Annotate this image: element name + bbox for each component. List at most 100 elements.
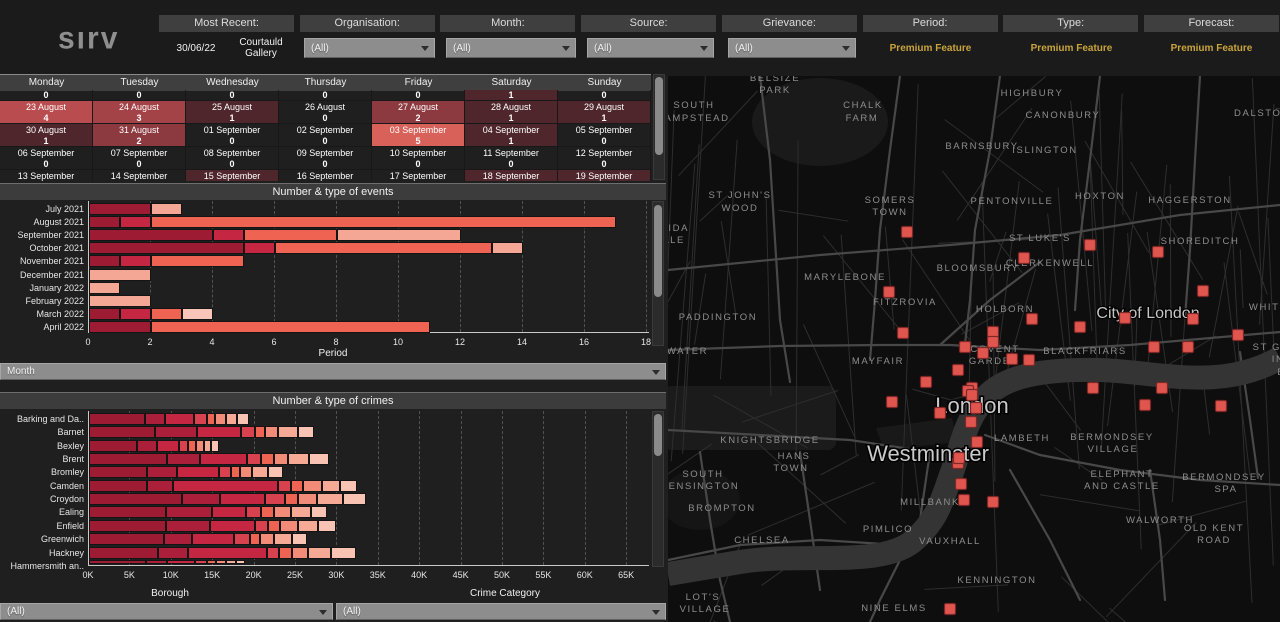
calendar-cell[interactable]: 07 September0 (93, 147, 186, 170)
bar-segment[interactable] (492, 242, 523, 254)
bar-december-2021[interactable] (89, 269, 151, 281)
bar-segment[interactable] (211, 440, 218, 452)
bar-segment[interactable] (268, 520, 280, 532)
bar-segment[interactable] (268, 466, 283, 478)
calendar-scrollbar-thumb[interactable] (655, 77, 663, 155)
bar-segment[interactable] (167, 453, 200, 465)
bar-segment[interactable] (240, 466, 252, 478)
bar-segment[interactable] (267, 547, 279, 559)
bar-segment[interactable] (89, 480, 147, 492)
bar-segment[interactable] (89, 269, 151, 281)
incident-marker[interactable] (1007, 354, 1018, 365)
bar-segment[interactable] (207, 560, 216, 564)
bar-segment[interactable] (89, 308, 120, 320)
bar-segment[interactable] (309, 453, 329, 465)
bar-segment[interactable] (165, 413, 194, 425)
bar-segment[interactable] (155, 426, 196, 438)
bar-segment[interactable] (261, 506, 273, 518)
incident-marker[interactable] (945, 604, 956, 615)
bar-segment[interactable] (308, 547, 330, 559)
bar-segment[interactable] (89, 255, 120, 267)
incident-marker[interactable] (988, 497, 999, 508)
bar-segment[interactable] (244, 242, 275, 254)
calendar-cell[interactable]: 20 August0 (372, 90, 465, 101)
calendar-cell[interactable]: 15 September1 (186, 170, 279, 181)
bar-segment[interactable] (250, 533, 261, 545)
bar-segment[interactable] (311, 506, 327, 518)
bar-segment[interactable] (167, 560, 195, 564)
bar-segment[interactable] (151, 308, 182, 320)
bar-segment[interactable] (89, 216, 120, 228)
calendar-cell[interactable]: 18 September1 (465, 170, 558, 181)
calendar-cell[interactable]: 09 September0 (279, 147, 372, 170)
bar-segment[interactable] (246, 506, 261, 518)
incident-marker[interactable] (1019, 253, 1030, 264)
bar-segment[interactable] (166, 506, 212, 518)
bar-segment[interactable] (120, 308, 151, 320)
incident-marker[interactable] (1085, 240, 1096, 251)
bar-july-2021[interactable] (89, 203, 182, 215)
bar-bexley[interactable] (89, 440, 219, 452)
calendar-cell[interactable]: 21 August1 (465, 90, 558, 101)
bar-segment[interactable] (182, 493, 220, 505)
incident-marker[interactable] (898, 328, 909, 339)
bar-segment[interactable] (226, 413, 237, 425)
incident-marker[interactable] (988, 327, 999, 338)
bar-segment[interactable] (89, 520, 166, 532)
bar-segment[interactable] (288, 453, 310, 465)
bar-segment[interactable] (337, 229, 461, 241)
incident-marker[interactable] (978, 348, 989, 359)
bar-segment[interactable] (260, 533, 273, 545)
bar-segment[interactable] (89, 533, 164, 545)
calendar-cell[interactable]: 17 September0 (372, 170, 465, 181)
calendar-cell[interactable]: 02 September0 (279, 124, 372, 147)
bar-segment[interactable] (279, 547, 291, 559)
incident-marker[interactable] (1024, 355, 1035, 366)
bar-segment[interactable] (244, 229, 337, 241)
bar-segment[interactable] (89, 506, 166, 518)
bar-hammersmith-an--[interactable] (89, 560, 245, 564)
bar-segment[interactable] (89, 242, 244, 254)
crimes-scrollbar-thumb[interactable] (654, 414, 662, 456)
bar-segment[interactable] (298, 493, 316, 505)
bar-segment[interactable] (89, 282, 120, 294)
grievance-dropdown[interactable]: (All) (728, 38, 856, 58)
calendar-cell[interactable]: 18 August0 (186, 90, 279, 101)
bar-segment[interactable] (234, 533, 250, 545)
bar-segment[interactable] (197, 426, 241, 438)
bar-segment[interactable] (151, 203, 182, 215)
calendar-cell[interactable]: 24 August3 (93, 101, 186, 124)
bar-september-2021[interactable] (89, 229, 461, 241)
bar-segment[interactable] (207, 413, 215, 425)
bar-hackney[interactable] (89, 547, 356, 559)
bar-greenwich[interactable] (89, 533, 307, 545)
bar-segment[interactable] (236, 560, 245, 564)
bar-segment[interactable] (188, 547, 267, 559)
london-map[interactable]: BELSIZEPARKSOUTHAMPSTEADCHALKFARMHIGHBUR… (668, 76, 1280, 622)
bar-segment[interactable] (200, 453, 247, 465)
bar-segment[interactable] (212, 506, 246, 518)
calendar-cell[interactable]: 26 August0 (279, 101, 372, 124)
bar-august-2021[interactable] (89, 216, 616, 228)
incident-marker[interactable] (902, 227, 913, 238)
bar-bromley[interactable] (89, 466, 283, 478)
bar-april-2022[interactable] (89, 321, 430, 333)
bar-segment[interactable] (204, 440, 211, 452)
incident-marker[interactable] (956, 479, 967, 490)
calendar-cell[interactable]: 17 August0 (93, 90, 186, 101)
bar-segment[interactable] (275, 242, 492, 254)
incident-marker[interactable] (1216, 401, 1227, 412)
incident-marker[interactable] (1157, 383, 1168, 394)
calendar-cell[interactable]: 29 August1 (558, 101, 651, 124)
bar-segment[interactable] (120, 216, 151, 228)
calendar-cell[interactable]: 08 September0 (186, 147, 279, 170)
bar-segment[interactable] (196, 440, 204, 452)
bar-january-2022[interactable] (89, 282, 120, 294)
organisation-dropdown[interactable]: (All) (304, 38, 435, 58)
bar-march-2022[interactable] (89, 308, 213, 320)
calendar-cell[interactable]: 03 September5 (372, 124, 465, 147)
bar-segment[interactable] (195, 560, 207, 564)
bar-segment[interactable] (255, 520, 268, 532)
bar-segment[interactable] (89, 321, 151, 333)
calendar-cell[interactable]: 12 September0 (558, 147, 651, 170)
